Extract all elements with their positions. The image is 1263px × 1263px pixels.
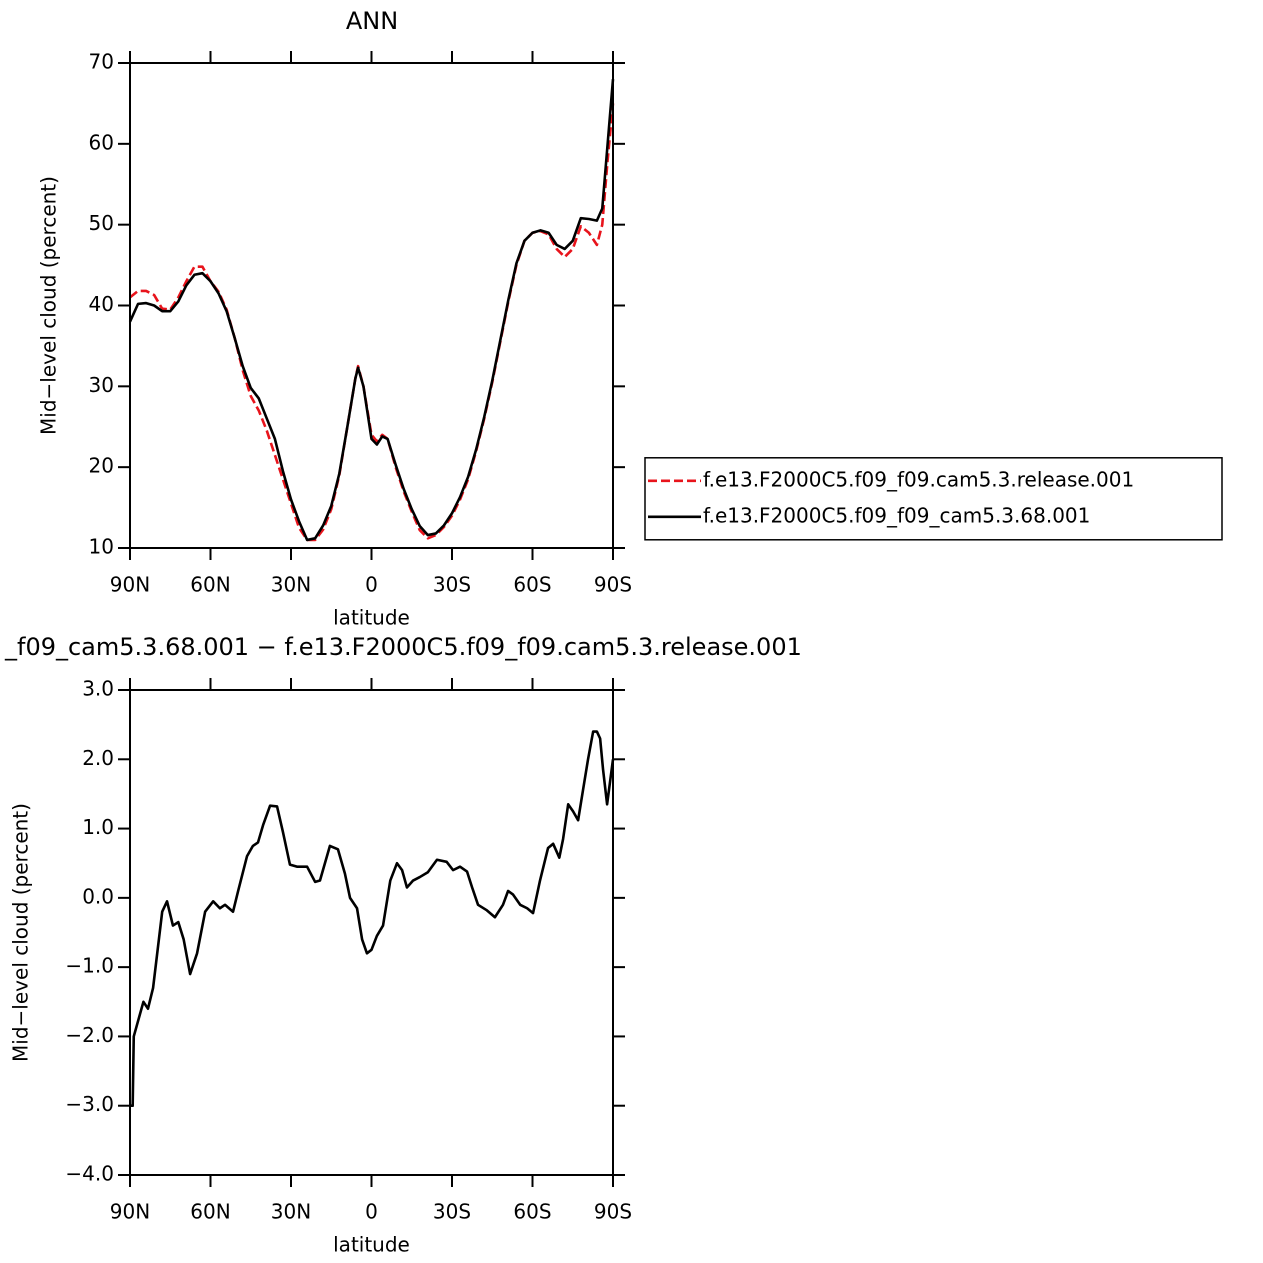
x-axis-label: latitude — [333, 606, 410, 630]
y-tick-label: 1.0 — [82, 815, 114, 839]
y-tick-label: −4.0 — [65, 1162, 114, 1186]
y-tick-label: 0.0 — [82, 884, 114, 908]
y-tick-label: 10 — [89, 535, 114, 559]
data-line — [130, 730, 615, 1108]
y-tick-label: −3.0 — [65, 1092, 114, 1116]
y-tick-label: 70 — [89, 50, 114, 74]
y-axis-label: Mid−level cloud (percent) — [9, 803, 33, 1062]
y-tick-label: 3.0 — [82, 677, 114, 701]
data-line — [129, 103, 615, 542]
x-tick-label: 60N — [190, 573, 230, 597]
x-tick-label: 90N — [110, 1200, 150, 1224]
y-tick-label: −1.0 — [65, 954, 114, 978]
y-tick-label: 20 — [89, 454, 114, 478]
x-axis-label: latitude — [333, 1233, 410, 1257]
x-tick-label: 30S — [433, 1200, 471, 1224]
plot-frame — [129, 689, 614, 1176]
y-tick-label: 30 — [89, 373, 114, 397]
legend-box — [644, 457, 1223, 541]
y-tick-label: 2.0 — [82, 746, 114, 770]
x-tick-label: 30N — [271, 1200, 311, 1224]
x-tick-label: 60N — [190, 1200, 230, 1224]
x-tick-label: 90S — [594, 1200, 632, 1224]
x-tick-label: 90N — [110, 573, 150, 597]
y-tick-label: 40 — [89, 292, 114, 316]
x-tick-label: 60S — [513, 573, 551, 597]
y-axis-label: Mid−level cloud (percent) — [37, 176, 61, 435]
y-tick-label: 60 — [89, 130, 114, 154]
legend-label: f.e13.F2000C5.f09_f09.cam5.3.release.001 — [703, 467, 1134, 491]
x-tick-label: 0 — [365, 1200, 378, 1224]
data-line — [128, 79, 615, 542]
x-tick-label: 90S — [594, 573, 632, 597]
x-tick-label: 30S — [433, 573, 471, 597]
chart-title: _f09_cam5.3.68.001 − f.e13.F2000C5.f09_f… — [4, 633, 802, 661]
legend-label: f.e13.F2000C5.f09_f09_cam5.3.68.001 — [703, 503, 1090, 527]
y-tick-label: 50 — [89, 211, 114, 235]
x-tick-label: 60S — [513, 1200, 551, 1224]
plot-frame — [129, 62, 614, 549]
chart-title: ANN — [346, 7, 398, 35]
x-tick-label: 0 — [365, 573, 378, 597]
x-tick-label: 30N — [271, 573, 311, 597]
y-tick-label: −2.0 — [65, 1023, 114, 1047]
